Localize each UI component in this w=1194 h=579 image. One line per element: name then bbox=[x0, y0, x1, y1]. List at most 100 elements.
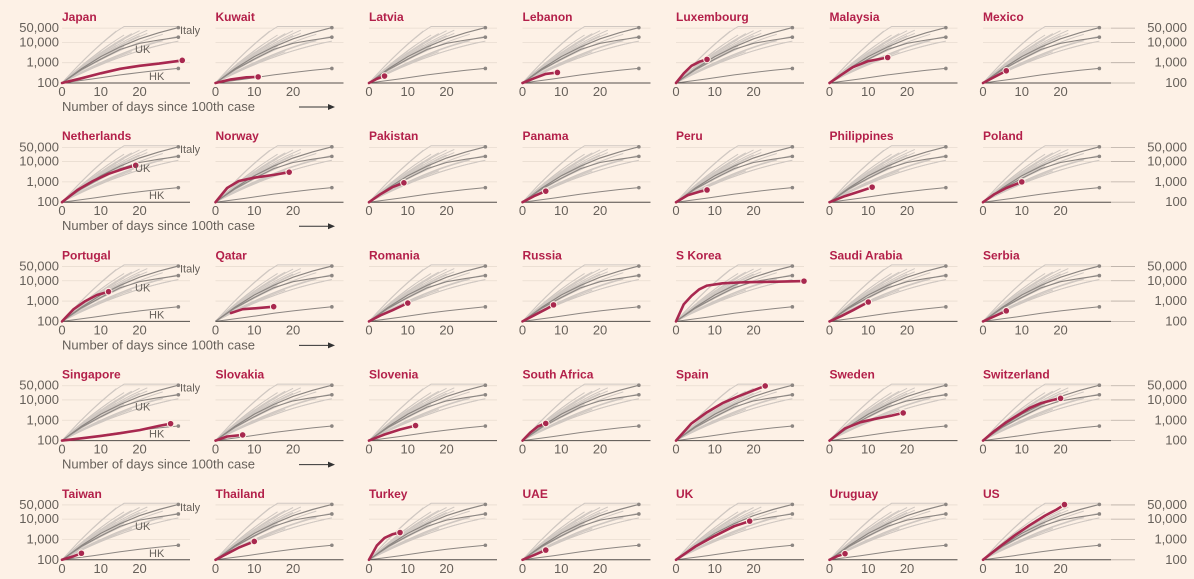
reference-end-dot bbox=[483, 66, 488, 71]
country-end-dot bbox=[396, 528, 404, 537]
reference-end-dot bbox=[176, 392, 181, 397]
background-series-line bbox=[61, 388, 117, 441]
background-series-line bbox=[675, 153, 739, 203]
x-tick-label: 0 bbox=[365, 203, 372, 218]
x-tick-label: 10 bbox=[1015, 561, 1029, 576]
panel-title: Qatar bbox=[216, 248, 248, 262]
y-tick-label: 10,000 bbox=[19, 34, 59, 49]
reference-end-dot bbox=[637, 25, 641, 30]
country-end-dot bbox=[104, 287, 113, 296]
reference-line-hk bbox=[215, 544, 332, 561]
background-series-line bbox=[215, 391, 317, 442]
reference-line-hk bbox=[522, 187, 639, 203]
reference-line-hk bbox=[368, 187, 486, 203]
x-tick-label: 20 bbox=[746, 84, 760, 99]
reference-end-dot bbox=[483, 273, 488, 278]
x-tick-label: 0 bbox=[58, 84, 65, 99]
x-tick-label: 10 bbox=[554, 322, 568, 337]
country-end-dot bbox=[77, 549, 86, 558]
country-end-dot bbox=[868, 183, 876, 191]
background-series-line bbox=[829, 510, 931, 561]
x-tick-label: 0 bbox=[365, 442, 372, 457]
reference-end-dot bbox=[637, 392, 641, 397]
x-tick-label: 0 bbox=[212, 84, 219, 99]
background-series-line bbox=[61, 272, 163, 322]
background-series-line bbox=[368, 38, 432, 84]
country-end-dot bbox=[541, 419, 550, 428]
reference-line-italy bbox=[368, 265, 486, 322]
background-series-line bbox=[215, 40, 317, 84]
reference-line-hk bbox=[522, 67, 639, 84]
reference-line-uk bbox=[215, 513, 332, 561]
x-tick-label: 20 bbox=[132, 84, 146, 99]
background-series-line bbox=[368, 397, 470, 442]
reference-label-hk: HK bbox=[149, 71, 165, 83]
background-series-line bbox=[61, 149, 117, 203]
reference-end-dot bbox=[944, 502, 948, 507]
reference-end-dot bbox=[944, 273, 948, 278]
reference-end-dot bbox=[330, 25, 334, 30]
reference-end-dot bbox=[1097, 145, 1102, 149]
x-tick-label: 0 bbox=[979, 561, 986, 576]
reference-label-italy: Italy bbox=[180, 383, 201, 395]
country-line bbox=[521, 71, 559, 85]
reference-end-dot bbox=[944, 66, 948, 71]
reference-line-italy bbox=[675, 384, 793, 442]
x-tick-label: 20 bbox=[593, 561, 607, 576]
reference-label-hk: HK bbox=[149, 309, 165, 321]
reference-line-hk bbox=[368, 67, 486, 84]
reference-line-uk bbox=[522, 394, 639, 442]
reference-line-uk bbox=[522, 513, 639, 561]
background-series-line bbox=[215, 396, 278, 441]
x-tick-label: 20 bbox=[286, 442, 300, 457]
country-line bbox=[214, 75, 260, 85]
country-end-dot bbox=[269, 302, 278, 311]
background-series-line bbox=[982, 30, 1038, 84]
x-tick-label: 20 bbox=[439, 442, 453, 457]
country-line bbox=[521, 303, 555, 323]
x-tick-label: 0 bbox=[826, 561, 833, 576]
reference-end-dot bbox=[176, 383, 181, 388]
background-series-line bbox=[368, 40, 486, 84]
reference-line-hk bbox=[829, 187, 946, 203]
background-series-line bbox=[982, 391, 1084, 442]
y-tick-label-right: 10,000 bbox=[1147, 511, 1187, 526]
y-tick-label: 1,000 bbox=[26, 174, 59, 189]
y-tick-label-right: 10,000 bbox=[1147, 273, 1187, 288]
background-series-line bbox=[982, 398, 1100, 442]
reference-line-uk bbox=[829, 275, 946, 322]
x-tick-label: 10 bbox=[861, 84, 875, 99]
background-series-line bbox=[675, 517, 777, 561]
country-line bbox=[828, 300, 870, 323]
reference-end-dot bbox=[790, 383, 795, 388]
x-tick-label: 10 bbox=[401, 561, 415, 576]
reference-end-dot bbox=[1097, 273, 1102, 278]
reference-line-italy bbox=[675, 146, 793, 203]
x-tick-label: 10 bbox=[94, 442, 108, 457]
reference-end-dot bbox=[637, 264, 641, 268]
reference-line-italy bbox=[215, 265, 333, 322]
reference-line-hk bbox=[829, 67, 946, 84]
reference-end-dot bbox=[483, 424, 488, 428]
background-series-line bbox=[215, 398, 333, 442]
x-axis-label: Number of days since 100th case bbox=[62, 337, 255, 352]
country-end-dot bbox=[864, 298, 873, 306]
y-tick-label: 10,000 bbox=[19, 392, 59, 407]
reference-label-uk: UK bbox=[135, 282, 151, 294]
x-tick-label: 20 bbox=[1053, 203, 1067, 218]
x-tick-label: 20 bbox=[1053, 322, 1067, 337]
background-series-line bbox=[522, 277, 585, 322]
reference-end-dot bbox=[637, 543, 641, 548]
background-series-line bbox=[982, 510, 1084, 561]
reference-end-dot bbox=[483, 502, 488, 507]
panel-title: Malaysia bbox=[830, 10, 880, 24]
x-tick-label: 10 bbox=[94, 561, 108, 576]
x-tick-label: 20 bbox=[900, 442, 914, 457]
country-end-dot bbox=[400, 179, 408, 187]
x-tick-label: 10 bbox=[708, 203, 722, 218]
background-series-line bbox=[215, 159, 333, 203]
reference-end-dot bbox=[1097, 305, 1102, 309]
background-series-line bbox=[61, 159, 179, 203]
background-series-line bbox=[982, 278, 1084, 322]
background-series-line bbox=[982, 272, 1084, 322]
